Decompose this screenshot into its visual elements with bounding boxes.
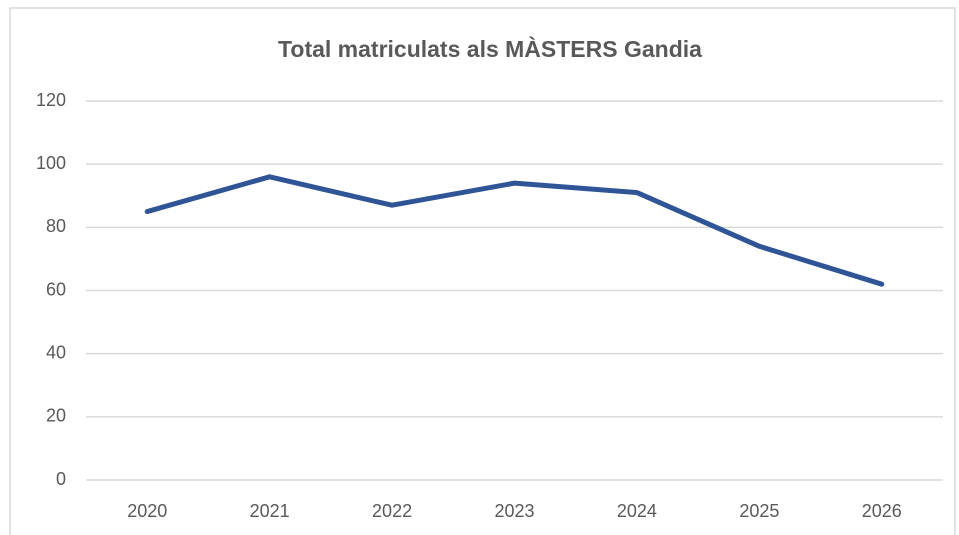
y-tick-label: 40 [46,342,66,362]
data-line [144,174,885,287]
x-tick-label: 2021 [250,501,290,521]
y-tick-label: 20 [46,406,66,426]
x-tick-label: 2024 [617,501,657,521]
x-tick-label: 2022 [372,501,412,521]
chart-frame [9,7,956,535]
x-tick-label: 2023 [494,501,534,521]
chart-title: Total matriculats als MÀSTERS Gandia [278,35,702,62]
y-tick-label: 100 [36,153,66,173]
x-tick-label: 2020 [127,501,167,521]
y-tick-label: 120 [36,90,66,110]
y-tick-label: 80 [46,216,66,236]
x-tick-label: 2026 [862,501,902,521]
x-tick-label: 2025 [739,501,779,521]
y-tick-label: 60 [46,279,66,299]
y-tick-label: 0 [56,469,66,489]
